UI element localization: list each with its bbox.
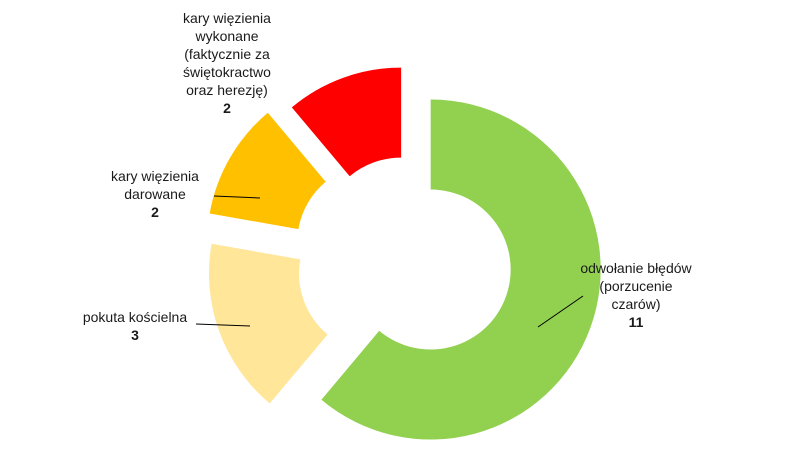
slice-3 [209,112,326,230]
slice-2-leader-line [195,323,251,327]
slice-3-label-line: kary więzienia [111,168,199,184]
leader-lines-group [195,195,584,328]
slice-4-label-line: (faktycznie za [184,46,270,62]
slice-3-leader-line [213,195,261,199]
slice-4-label-line: kary więzienia [183,10,271,26]
slice-1-value-label: 11 [629,314,644,330]
slice-4-label-line: świętokractwo [183,64,271,80]
slice-1-label-line: czarów) [611,296,660,312]
slice-1-label-line: (porzucenie [599,278,672,294]
slice-4 [291,67,402,177]
labels-group: odwołanie błędów (porzucenie czarów) 11 poku… [83,10,693,343]
slice-1-label-line: odwołanie błędów [580,260,692,276]
slice-1 [321,99,601,440]
slice-3-label-line: darowane [124,186,186,202]
slice-1-leader-line [537,295,584,328]
slice-4-label-line: wykonane [194,28,258,44]
slices-group [208,67,601,440]
slice-3-value-label: 2 [151,204,159,220]
slice-2 [208,243,328,404]
slice-4-label-line: oraz herezję) [186,82,268,98]
slice-4-value-label: 2 [223,100,231,116]
slice-2-label-line: pokuta kościelna [83,309,188,325]
slice-2-value-label: 3 [131,327,139,343]
